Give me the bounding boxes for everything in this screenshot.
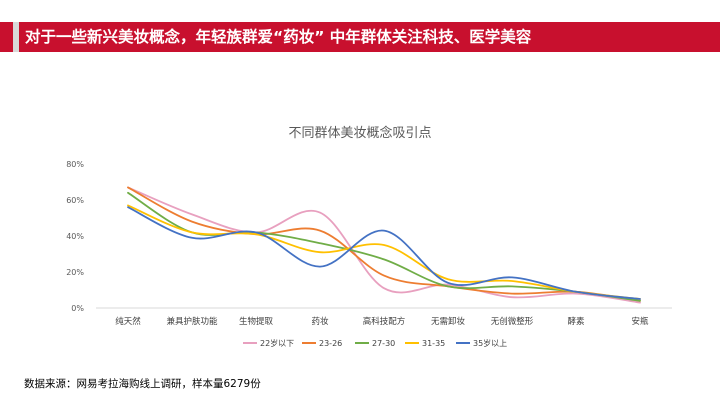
legend-label: 31-35 [422, 339, 445, 348]
x-tick-label: 药妆 [311, 316, 329, 327]
page-title: 对于一些新兴美妆概念，年轻族群爱“药妆” 中年群体关注科技、医学美容 [19, 22, 720, 52]
x-tick-label: 高科技配方 [363, 316, 406, 327]
x-tick-label: 安瓶 [631, 316, 649, 327]
x-tick-label: 生物提取 [239, 316, 274, 327]
y-tick-label: 40% [66, 232, 84, 241]
series-line-4 [127, 206, 641, 300]
y-tick-label: 80% [66, 160, 84, 169]
x-tick-label: 无需卸妆 [431, 316, 466, 327]
y-tick-label: 60% [66, 196, 84, 205]
header-accent [0, 22, 13, 52]
series-line-0 [127, 186, 641, 304]
y-tick-label: 20% [66, 268, 84, 277]
x-tick-label: 酵素 [567, 316, 585, 327]
series-line-1 [127, 186, 641, 302]
x-tick-label: 无创微整形 [491, 316, 534, 327]
data-source-note: 数据来源：网易考拉海购线上调研，样本量6279份 [24, 378, 261, 390]
legend-label: 22岁以下 [260, 338, 294, 348]
series-line-3 [127, 204, 641, 300]
series-line-2 [127, 191, 641, 302]
x-tick-label: 兼具护肤功能 [166, 316, 218, 327]
legend-label: 35岁以上 [473, 338, 507, 348]
y-tick-label: 0% [71, 304, 84, 313]
chart-title: 不同群体美妆概念吸引点 [288, 126, 432, 141]
legend-label: 27-30 [372, 339, 395, 348]
x-tick-label: 纯天然 [115, 316, 141, 327]
legend-label: 23-26 [319, 339, 342, 348]
